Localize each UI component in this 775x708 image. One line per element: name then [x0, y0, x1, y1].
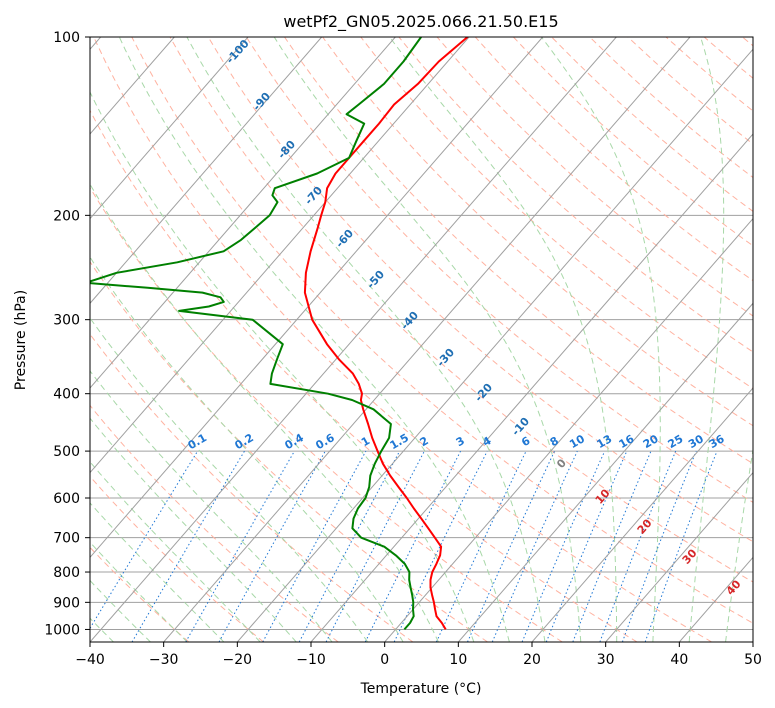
dry-adiabat-line: [90, 546, 190, 642]
dry-adiabat-line: [90, 109, 638, 642]
x-tick-label: 10: [449, 652, 467, 668]
mixing-ratio-line: [262, 450, 367, 642]
y-tick-label: 500: [53, 444, 80, 460]
x-tick-label: 20: [523, 652, 541, 668]
mixing-ratio-line: [90, 450, 199, 630]
isotherm-line: [90, 37, 323, 305]
isotherm-line: [310, 133, 753, 642]
moist-adiabat-line: [90, 317, 369, 642]
moist-adiabat-line: [90, 183, 439, 642]
y-tick-label: 400: [53, 387, 80, 403]
x-tick-label: −40: [75, 652, 105, 668]
mixing-ratio-line: [621, 450, 697, 642]
dry-adiabat-line: [90, 475, 264, 642]
isotherm-line: [90, 37, 396, 389]
moist-adiabat-line: [186, 37, 546, 642]
isotherm-line: [236, 48, 753, 642]
mixing-ratio-lines: [90, 450, 718, 642]
dry-adiabat-line: [90, 186, 563, 642]
y-tick-label: 800: [53, 565, 80, 581]
dry-adiabat-line: [245, 37, 753, 503]
x-tick-label: −10: [296, 652, 326, 668]
moist-adiabat-line: [688, 37, 725, 642]
dry-adiabat-line: [90, 260, 488, 642]
x-tick-label: −30: [149, 652, 179, 668]
plot-area: -100-90-80-70-60-50-40-30-20-100.1 0.2 0.4…: [90, 37, 753, 642]
isotherm-line: [90, 37, 470, 474]
mixing-ratio-line: [644, 450, 718, 642]
dry-adiabat-line: [93, 37, 712, 642]
moist-adiabat-line: [118, 37, 510, 642]
x-tick-label: 30: [597, 652, 615, 668]
isotherm-line: [90, 37, 617, 642]
isotherm-line: [90, 37, 544, 559]
dry-adiabat-line: [131, 37, 753, 624]
dry-adiabat-line: [436, 37, 753, 317]
x-tick-label: 50: [744, 652, 762, 668]
y-tick-label: 300: [53, 313, 80, 329]
y-axis-label: Pressure (hPa): [13, 290, 29, 390]
y-axis-ticks: 100 200 300 400 500 600 700 800 900 1000: [44, 30, 90, 638]
isotherm-line: [531, 387, 753, 642]
mixing-ratio-line: [545, 450, 628, 642]
moist-adiabat-line: [541, 37, 661, 642]
dry-adiabat-line: [90, 404, 339, 642]
isotherm-line: [384, 217, 753, 642]
mixing-ratio-line: [599, 450, 677, 642]
y-tick-label: 200: [53, 208, 80, 224]
mixing-ratio-line: [521, 450, 606, 642]
y-tick-label: 1000: [44, 622, 80, 638]
mixing-ratio-line: [218, 450, 326, 642]
dry-adiabat-line: [169, 37, 753, 583]
x-axis-ticks: −40 −30 −20 −10 0 10 20 30 40 50: [75, 642, 762, 668]
y-tick-label: 600: [53, 491, 80, 507]
dewpoint-profile-line: [90, 37, 422, 631]
dry-adiabat-line: [398, 37, 753, 353]
plot-frame: [89, 36, 754, 643]
moist-adiabat-line: [90, 461, 261, 642]
y-tick-label: 900: [53, 595, 80, 611]
chart-title: wetPf2_GN05.2025.066.21.50.E15: [283, 12, 558, 32]
mixing-ratio-line: [572, 450, 652, 642]
moist-adiabat-line: [90, 417, 297, 642]
moist-adiabat-line: [725, 446, 753, 642]
isotherm-line: [90, 37, 249, 220]
x-tick-label: 40: [670, 652, 688, 668]
y-tick-label: 100: [53, 30, 80, 46]
y-tick-label: 700: [53, 531, 80, 547]
isotherm-line: [163, 37, 691, 642]
mixing-ratio-line: [298, 450, 401, 642]
x-tick-label: 0: [380, 652, 389, 668]
moist-adiabat-line: [90, 90, 475, 642]
x-tick-label: −20: [223, 652, 253, 668]
isotherm-line: [457, 302, 753, 642]
skewed-isotherms: [90, 37, 753, 642]
moist-adiabat-line: [273, 37, 582, 642]
moist-adiabat-line: [90, 370, 333, 642]
mixing-ratio-line: [364, 450, 462, 642]
temperature-profile-line: [303, 37, 469, 630]
isotherm-line: [605, 471, 753, 642]
x-axis-label: Temperature (°C): [360, 681, 482, 697]
